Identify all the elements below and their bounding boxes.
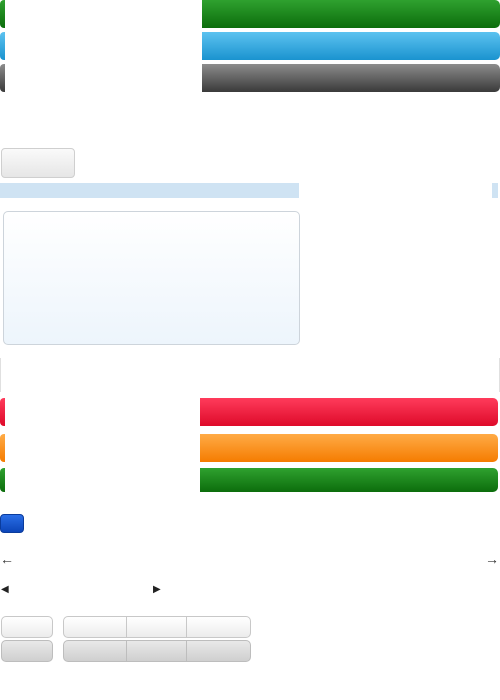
- progress-bar-red: [0, 398, 500, 426]
- progress-bar-green: [0, 0, 500, 28]
- segment-3[interactable]: [186, 616, 251, 638]
- progress-bar-blue: [0, 32, 500, 60]
- progress-bar-orange: [0, 434, 500, 462]
- progress-bar-fill: [202, 32, 500, 60]
- progress-bar-fill: [200, 468, 498, 492]
- triangle-left-icon[interactable]: ◀: [1, 584, 9, 595]
- segment-1[interactable]: [63, 616, 127, 638]
- arrow-right-icon[interactable]: →: [485, 551, 499, 567]
- empty-toolbar: [0, 358, 500, 392]
- progress-bar-cap: [0, 434, 5, 462]
- progress-bar-gray: [0, 64, 500, 92]
- segment-3-pressed[interactable]: [186, 640, 251, 662]
- progress-bar-cap: [0, 0, 5, 28]
- progress-bar-cap: [0, 64, 5, 92]
- small-button[interactable]: [1, 148, 75, 178]
- progress-bar-fill: [200, 398, 498, 426]
- blue-button[interactable]: [0, 514, 24, 533]
- segment-2[interactable]: [126, 616, 187, 638]
- progress-bar-green-bottom: [0, 468, 500, 492]
- progress-bar-cap: [0, 398, 5, 426]
- content-panel: [3, 211, 300, 345]
- progress-bar-cap: [0, 468, 5, 492]
- arrow-left-icon[interactable]: ←: [0, 551, 14, 567]
- segmented-control: [63, 616, 251, 638]
- segmented-control-pressed: [63, 640, 251, 662]
- single-button-pressed[interactable]: [1, 640, 53, 662]
- progress-bar-cap: [0, 32, 5, 60]
- progress-bar-fill: [202, 64, 500, 92]
- segment-2-pressed[interactable]: [126, 640, 187, 662]
- progress-bar-fill: [200, 434, 498, 462]
- segment-1-pressed[interactable]: [63, 640, 127, 662]
- progress-bar-fill: [202, 0, 500, 28]
- single-button[interactable]: [1, 616, 53, 638]
- triangle-right-icon[interactable]: ▶: [153, 584, 161, 595]
- highlight-strip-end: [492, 183, 498, 198]
- highlight-strip: [0, 183, 299, 198]
